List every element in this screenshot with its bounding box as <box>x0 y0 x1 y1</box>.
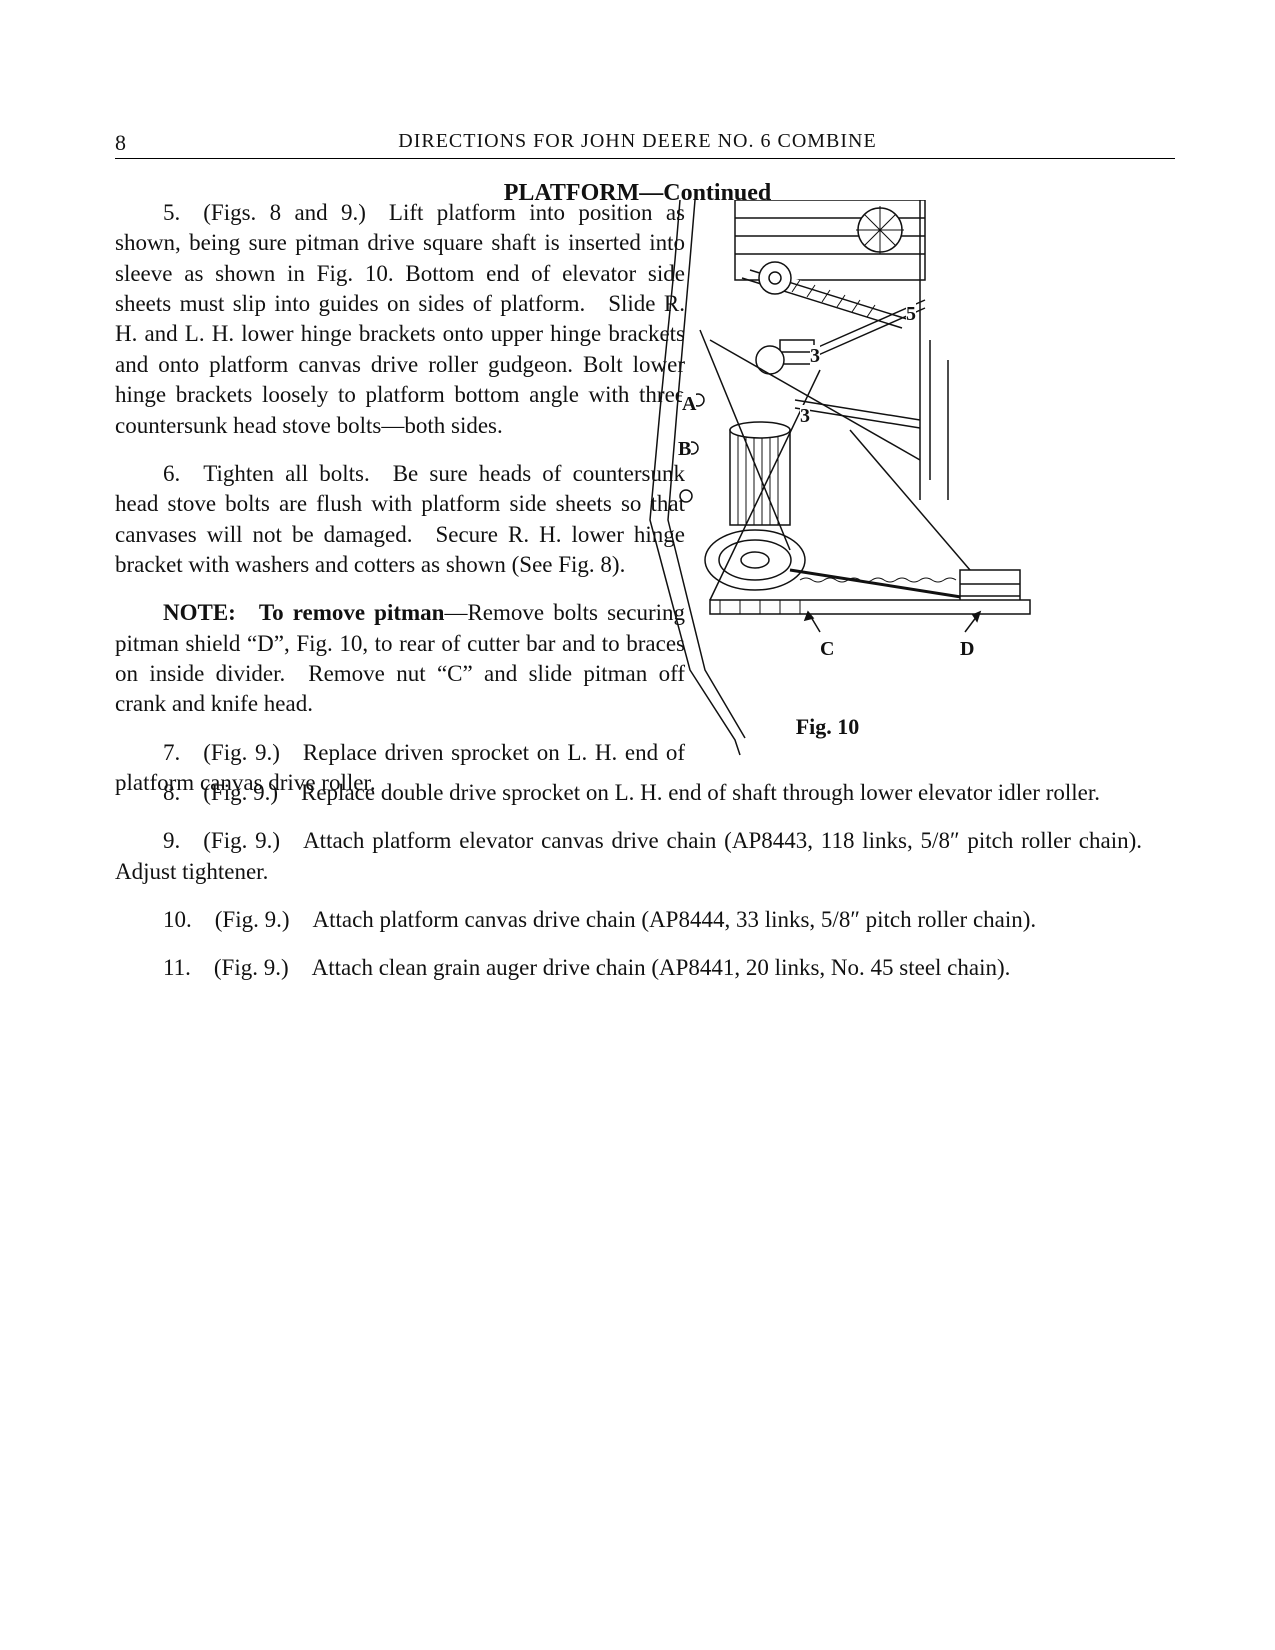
page: 8 DIRECTIONS FOR JOHN DEERE NO. 6 COMBIN… <box>0 0 1275 1650</box>
callout-D: D <box>960 638 974 661</box>
paragraph: 6. Tighten all bolts. Be sure heads of c… <box>115 459 685 580</box>
callout-A: A <box>682 393 696 416</box>
callout-3b: 3 <box>800 405 810 428</box>
paragraph: 8. (Fig. 9.) Replace double drive sprock… <box>115 778 1165 808</box>
running-head: DIRECTIONS FOR JOHN DEERE NO. 6 COMBINE <box>0 130 1275 153</box>
callout-5: 5 <box>906 303 916 326</box>
paragraph: 5. (Figs. 8 and 9.) Lift platform into p… <box>115 198 685 441</box>
callout-C: C <box>820 638 834 661</box>
paragraph: 11. (Fig. 9.) Attach clean grain auger d… <box>115 953 1165 983</box>
figure-caption: Fig. 10 <box>620 714 1035 740</box>
mechanical-diagram-icon <box>620 200 1035 760</box>
body-text-full-width: 8. (Fig. 9.) Replace double drive sprock… <box>115 760 1165 984</box>
header-rule <box>115 158 1175 159</box>
paragraph: 10. (Fig. 9.) Attach platform canvas dri… <box>115 905 1165 935</box>
paragraph-note: NOTE: To remove pitman—Remove bolts secu… <box>115 598 685 719</box>
paragraph: 9. (Fig. 9.) Attach platform elevator ca… <box>115 826 1165 887</box>
note-prefix: NOTE: To remove pitman <box>163 600 444 625</box>
callout-B: B <box>678 438 691 461</box>
callout-3a: 3 <box>810 345 820 368</box>
body-text-left-col: 5. (Figs. 8 and 9.) Lift platform into p… <box>115 198 685 798</box>
figure-10: A B 3 3 5 C D Fig. 10 <box>620 200 1035 760</box>
